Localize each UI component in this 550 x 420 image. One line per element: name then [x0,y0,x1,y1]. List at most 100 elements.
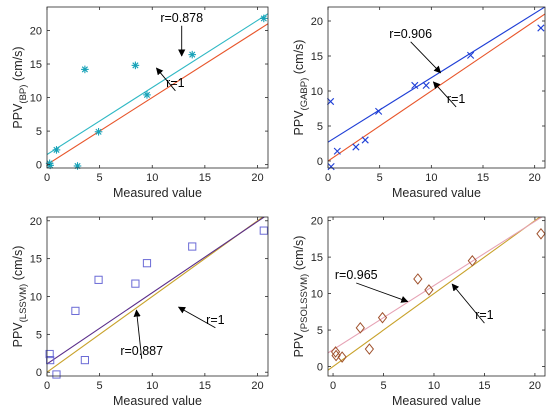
y-axis-label-subscript: (LSSVM) [18,284,29,323]
x-tick-label: 20 [251,380,263,392]
data-point [94,127,103,136]
y-axis-label-unit: (cm/s) [292,40,306,78]
annotation-label: r=1 [206,313,224,327]
y-tick-label: 10 [311,86,323,98]
chart-panel-gabp: 0 5 10 15 20 0 5 10 15 20 Measured value PPV(GABP) … [292,6,546,200]
y-tick-label: 0 [36,367,42,379]
axes-box [46,6,269,169]
y-tick-label: 15 [30,59,42,71]
x-tick-label: 10 [425,172,437,184]
data-point [52,370,61,379]
data-point [467,254,477,267]
data-point [413,273,423,285]
data-point [375,107,383,115]
x-tick-label: 5 [377,172,383,184]
identity-line [47,23,268,166]
annotation-label: r=1 [166,76,184,90]
data-point [131,279,140,288]
y-tick-label: 15 [311,252,323,264]
data-point [364,343,375,355]
x-tick-label: 0 [325,172,331,184]
y-tick-label: 15 [311,51,323,63]
data-point [355,322,365,334]
y-axis-label-main: PPV [11,103,25,129]
y-tick-label: 0 [317,156,323,168]
y-axis-label: PPV(GABP) (cm/s) [292,40,310,136]
identity-line [328,217,541,371]
data-point [377,311,388,324]
x-axis-label: Measured value [113,186,202,200]
data-point [259,14,268,23]
y-tick-label: 15 [30,254,42,266]
y-tick-label: 10 [30,292,42,304]
x-tick-label: 20 [529,380,541,392]
y-tick-label: 0 [36,160,42,172]
annotation-arrow [410,41,442,74]
x-tick-label: 20 [251,172,263,184]
annotation-arrow [133,309,143,359]
y-axis-label-unit: (cm/s) [11,246,25,284]
y-axis-label-main: PPV [292,110,306,136]
y-tick-label: 10 [30,93,42,105]
y-axis-label-unit: (cm/s) [11,46,25,84]
data-point [131,61,140,70]
annotation-label: r=1 [475,308,493,322]
fit-line [47,217,266,365]
data-point [327,163,335,171]
data-point [422,81,430,89]
x-tick-label: 0 [44,172,50,184]
annotation-label: r=0.878 [160,11,203,25]
chart-panel-psolssvm: 0 5 10 15 20 0 5 10 15 20 Measured value PPV(PSOLSS… [292,216,546,408]
annotation-arrow [356,282,409,303]
x-tick-label: 15 [477,172,489,184]
y-axis-label-main: PPV [292,332,306,358]
x-tick-label: 0 [330,380,336,392]
x-tick-label: 5 [97,172,103,184]
annotation-arrow [432,81,457,108]
data-point [188,242,197,251]
x-tick-label: 20 [529,172,541,184]
data-point [46,356,55,365]
fit-line [328,7,545,143]
data-point [52,146,61,154]
data-point [94,275,103,284]
data-point [330,346,341,358]
y-axis-label-unit: (cm/s) [292,236,306,274]
y-axis-label-main: PPV [11,322,25,348]
x-axis-label: Measured value [392,186,481,200]
data-point [81,65,89,74]
data-point [331,349,341,362]
x-tick-label: 5 [380,380,386,392]
data-point [411,81,419,89]
data-point [326,97,335,106]
y-tick-label: 0 [317,362,323,374]
y-axis-label: PPV(LSSVM) (cm/s) [11,246,29,348]
annotation-label: r=0.906 [389,27,432,41]
axes-box [327,6,546,169]
data-point [142,259,152,268]
x-tick-label: 10 [146,380,158,392]
data-point [45,349,54,359]
data-point [536,227,546,240]
y-tick-label: 5 [317,325,323,337]
y-axis-label-subscript: (GABP) [299,78,310,111]
y-axis-label: PPV(PSOLSSVM) (cm/s) [292,236,310,358]
data-point [352,143,360,151]
y-tick-label: 20 [311,216,323,228]
x-tick-label: 0 [44,380,50,392]
data-point [71,306,80,315]
plot-area [328,217,545,376]
y-axis-label-subscript: (PSOLSSVM) [299,274,310,333]
annotation-label: r=0.887 [120,344,163,358]
data-point [188,50,197,59]
y-tick-label: 10 [311,289,323,301]
chart-panel-lssvm: 0 5 10 15 20 0 5 10 15 20 Measured value PPV(LSSVM)… [11,216,269,408]
data-point [80,356,89,365]
data-point [537,24,545,32]
y-axis-label: PPV(BP) (cm/s) [11,46,29,128]
plot-area [47,217,268,376]
x-tick-label: 10 [146,172,158,184]
data-point [337,351,347,363]
y-tick-label: 5 [36,329,42,341]
data-point [143,91,151,99]
